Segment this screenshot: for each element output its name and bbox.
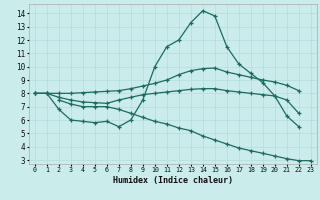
X-axis label: Humidex (Indice chaleur): Humidex (Indice chaleur) [113, 176, 233, 185]
